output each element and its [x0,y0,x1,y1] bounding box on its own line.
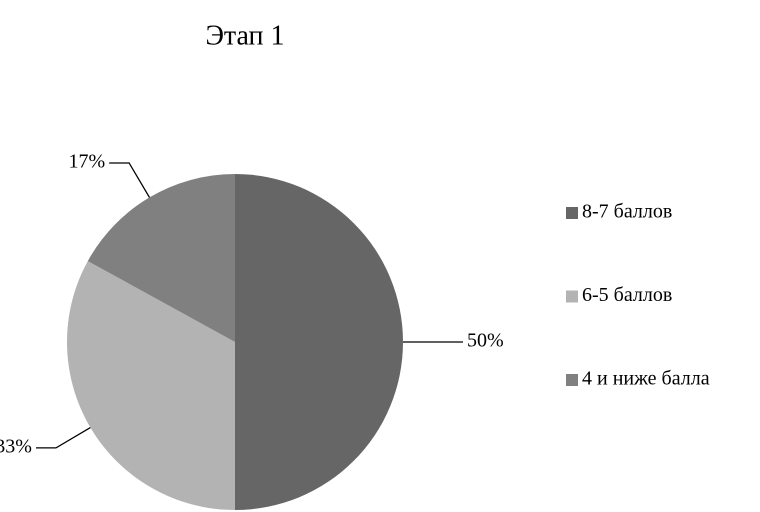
chart-title: Этап 1 [205,20,284,51]
pie-slice [66,261,236,510]
pie-slice [87,174,235,342]
pie-slice [235,174,403,510]
legend-marker [566,207,578,219]
data-label: 33% [0,435,32,457]
legend-label: 4 и ниже балла [582,368,710,390]
legend-marker [566,374,578,386]
legend-marker [566,290,578,303]
legend-label: 8-7 баллов [582,201,672,223]
data-label: 17% [68,151,105,173]
data-label: 50% [467,330,504,352]
legend-label: 6-5 баллов [582,284,672,306]
leader-line [35,426,91,449]
leader-line [109,162,151,198]
